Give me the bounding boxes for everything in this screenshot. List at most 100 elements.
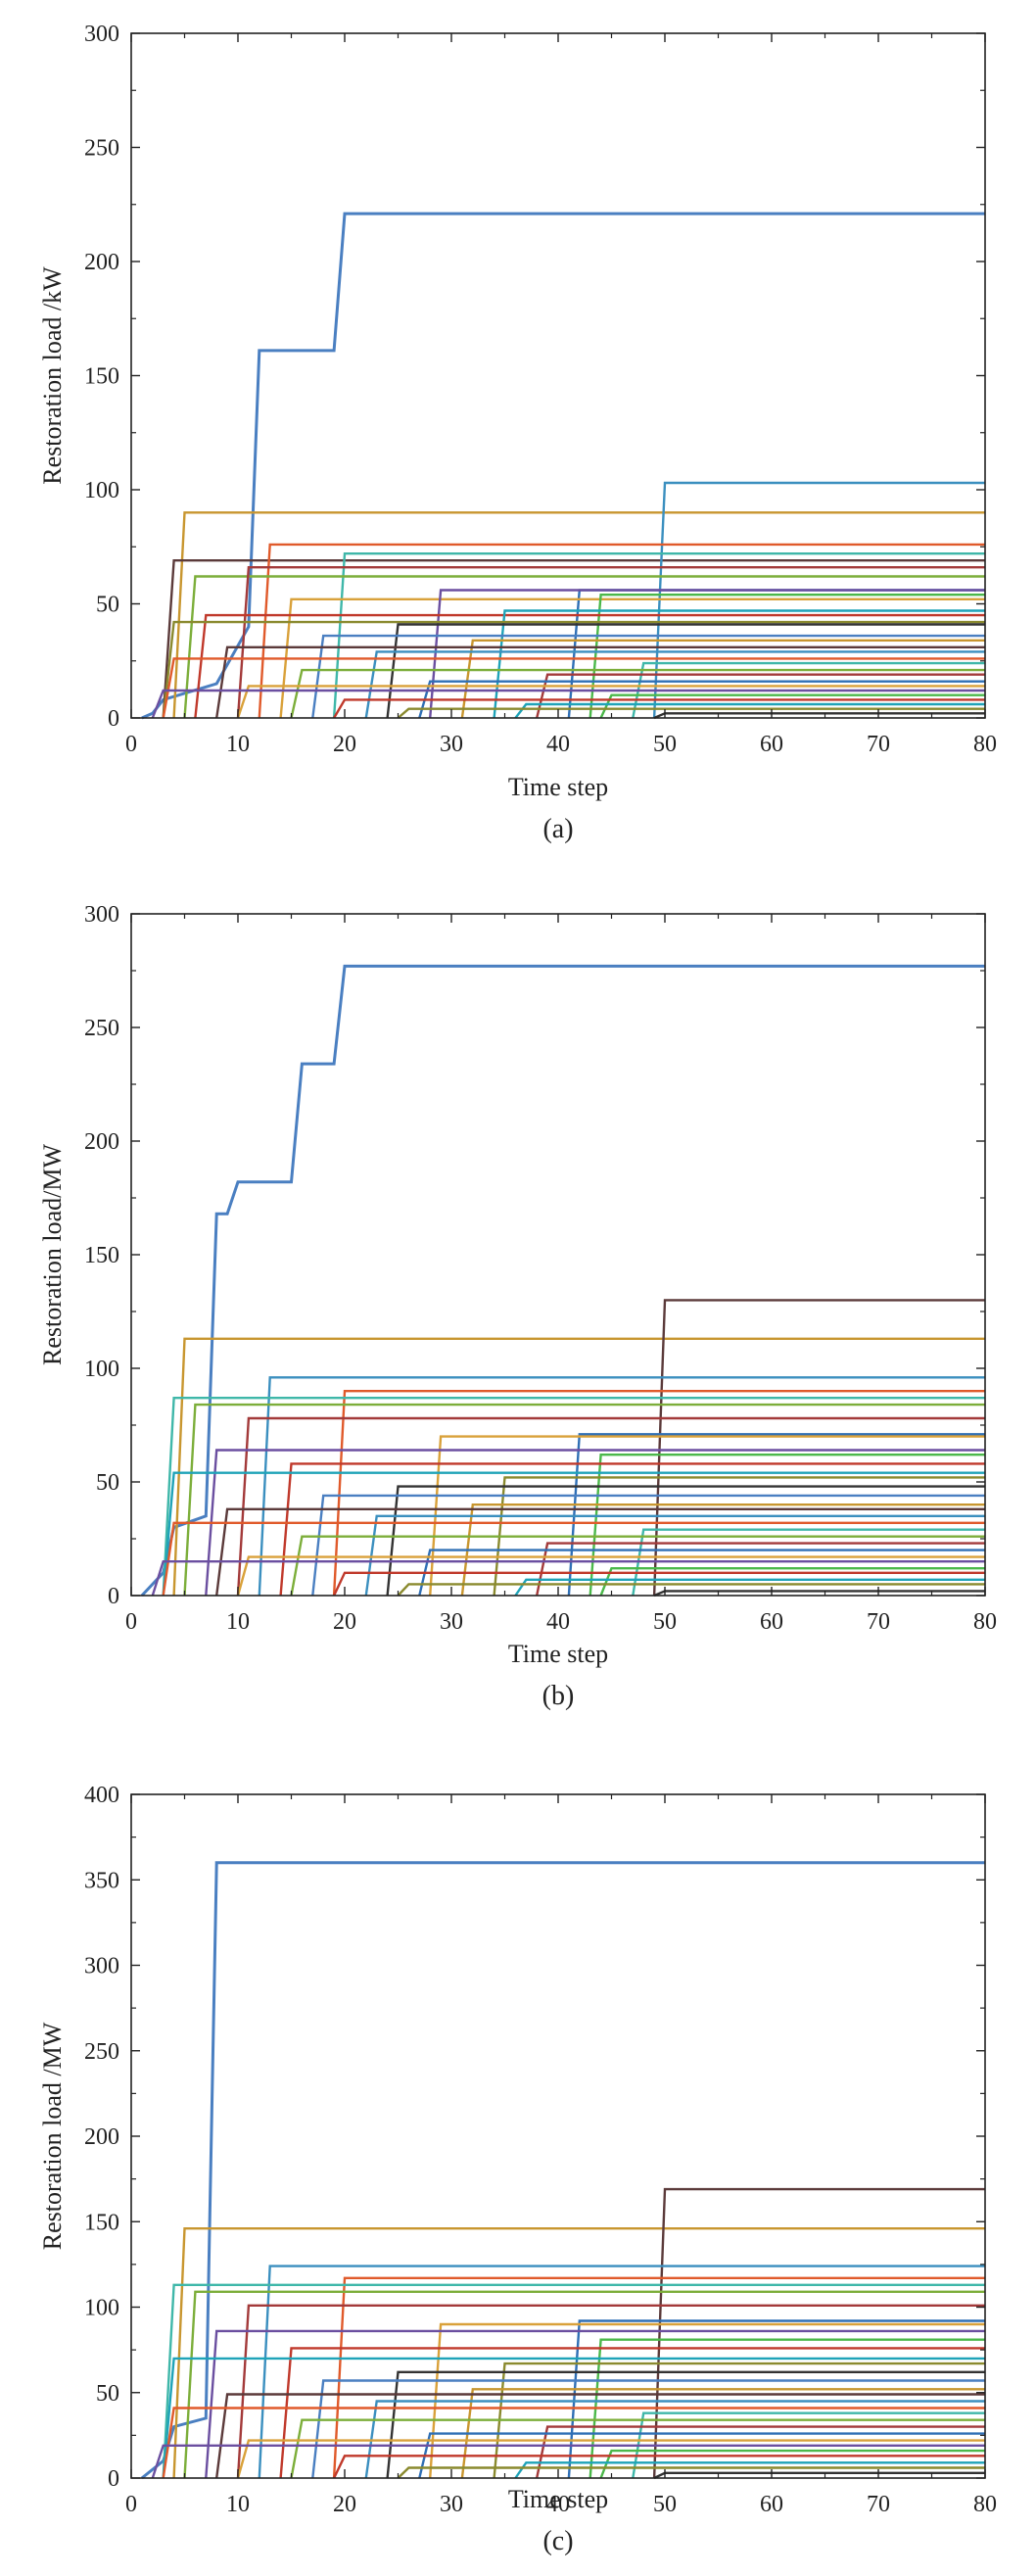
series-line-8	[236, 1416, 985, 1597]
y-tick-label: 200	[84, 250, 119, 275]
x-tick-label: 60	[760, 732, 783, 757]
series-line-12	[589, 594, 985, 719]
chart-panel-b: 0 10 20 30 40 50 60 70 80 0 50 100 150 200 250 300 Time …	[0, 862, 1036, 1714]
series-line-1	[140, 1861, 985, 2480]
series-line-7	[183, 2290, 985, 2479]
x-tick-label: 10	[226, 1609, 250, 1635]
x-axis-label: Time step	[508, 1640, 608, 1668]
series-line-9	[567, 2319, 985, 2479]
y-tick-label: 100	[84, 2296, 119, 2321]
plot-frame	[130, 913, 986, 1597]
series-line-14	[162, 2357, 985, 2479]
series-line-25	[418, 1549, 985, 1597]
series-line-9	[567, 1433, 985, 1597]
series-line-20	[364, 2400, 985, 2479]
x-tick-label: 60	[760, 2492, 783, 2517]
series-line-6	[162, 2283, 985, 2479]
y-tick-label: 150	[84, 1243, 119, 1268]
series-line-1	[141, 212, 985, 720]
series-line-10	[279, 597, 985, 719]
x-tick-label: 40	[546, 732, 570, 757]
y-tick-label: 200	[84, 1129, 119, 1155]
series-line-21	[162, 2407, 985, 2479]
series-line-29	[333, 698, 985, 719]
series-line-11	[429, 589, 985, 719]
series-line-26	[236, 685, 985, 719]
series-line-10	[429, 2322, 985, 2479]
x-tick-label: 60	[760, 1609, 783, 1635]
x-tick-label: 30	[440, 732, 463, 757]
chart-caption: (b)	[542, 1681, 575, 1711]
y-tick-label: 300	[84, 902, 119, 928]
x-axis-label: Time step	[508, 2485, 608, 2513]
series-line-3	[652, 1299, 985, 1597]
x-tick-label: 0	[125, 1609, 137, 1635]
series-line-19	[215, 645, 985, 719]
series-line-12	[589, 1454, 985, 1597]
x-tick-label: 20	[333, 2492, 356, 2517]
chart-a-svg: 0 10 20 30 40 50 60 70 80 0 50 100 150 200 250 300 Time …	[38, 22, 997, 844]
series-line-8	[236, 566, 985, 719]
chart-b-svg: 0 10 20 30 40 50 60 70 80 0 50 100 150 200 250 300 Time …	[38, 902, 997, 1711]
series-line-12	[589, 2338, 985, 2479]
x-tick-label: 0	[125, 2492, 137, 2517]
series-line-6	[332, 552, 985, 719]
y-tick-label: 50	[96, 1470, 119, 1496]
series-line-6	[162, 1397, 985, 1597]
series-line-16	[386, 1485, 985, 1597]
y-tick-label: 250	[84, 2039, 119, 2065]
x-tick-label: 10	[226, 2492, 250, 2517]
y-tick-label: 50	[96, 2381, 119, 2407]
chart-caption: (c)	[542, 2526, 573, 2556]
series-line-14	[162, 1471, 985, 1597]
y-tick-label: 300	[84, 1954, 119, 1980]
series-line-31	[397, 2466, 985, 2479]
series-line-13	[279, 2347, 985, 2479]
series-line-26	[236, 1555, 985, 1597]
series-line-20	[364, 1514, 985, 1597]
y-tick-label: 0	[108, 706, 119, 732]
series-line-21	[162, 657, 985, 719]
y-tick-label: 100	[84, 478, 119, 503]
series-line-23	[290, 1535, 985, 1597]
series-line-19	[215, 1507, 985, 1597]
series-line-29	[333, 1571, 985, 1597]
y-tick-label: 0	[108, 2466, 119, 2492]
series-line-26	[236, 2439, 985, 2479]
chart-caption: (a)	[542, 814, 573, 844]
series-line-1	[140, 964, 985, 1598]
series-line-8	[236, 2304, 985, 2479]
y-tick-label: 350	[84, 1868, 119, 1893]
chart-c-svg: 0 10 20 30 40 50 60 70 80 0 50 100 150 200 250 300 350 40…	[38, 1783, 997, 2556]
series-line-7	[183, 575, 985, 719]
x-tick-label: 50	[653, 732, 677, 757]
series-line-23	[290, 668, 985, 719]
series-line-30	[514, 702, 985, 719]
x-tick-label: 50	[653, 1609, 677, 1635]
series-line-27	[151, 1560, 985, 1597]
series-line-2	[172, 511, 985, 719]
series-group	[141, 212, 985, 720]
series-line-19	[215, 2393, 985, 2479]
series-line-18	[460, 639, 985, 719]
x-tick-label: 20	[333, 1609, 356, 1635]
series-line-23	[290, 2418, 985, 2479]
x-tick-label: 70	[867, 1609, 890, 1635]
series-line-15	[162, 620, 985, 719]
y-tick-label: 250	[84, 1016, 119, 1041]
series-group	[140, 964, 985, 1598]
x-tick-label: 20	[333, 732, 356, 757]
x-tick-label: 0	[125, 732, 137, 757]
series-line-29	[333, 2455, 985, 2479]
x-tick-label: 80	[973, 1609, 997, 1635]
series-line-2	[172, 2227, 985, 2479]
series-line-10	[429, 1435, 985, 1597]
series-line-7	[183, 1403, 985, 1597]
x-axis-label: Time step	[508, 773, 608, 801]
series-line-21	[162, 1521, 985, 1597]
y-tick-label: 0	[108, 1584, 119, 1609]
series-line-5	[332, 1390, 985, 1597]
series-line-18	[460, 2388, 985, 2479]
series-line-27	[151, 689, 985, 719]
y-tick-label: 250	[84, 136, 119, 162]
